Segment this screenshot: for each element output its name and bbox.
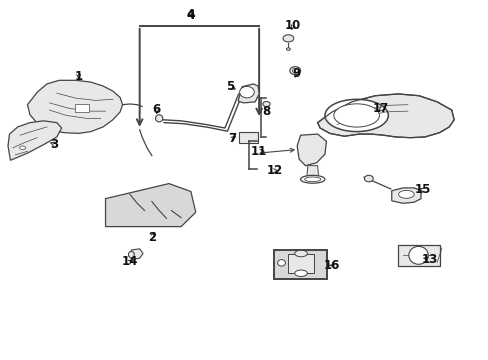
- Text: 6: 6: [152, 103, 161, 116]
- Ellipse shape: [398, 190, 413, 198]
- Ellipse shape: [333, 104, 379, 127]
- Polygon shape: [306, 166, 318, 176]
- Text: 4: 4: [186, 9, 195, 22]
- Polygon shape: [288, 253, 313, 273]
- Text: 12: 12: [266, 164, 283, 177]
- Text: 8: 8: [262, 105, 270, 118]
- Text: 13: 13: [421, 253, 437, 266]
- Ellipse shape: [408, 246, 427, 264]
- Ellipse shape: [294, 270, 307, 276]
- Polygon shape: [131, 249, 143, 260]
- Polygon shape: [8, 121, 61, 160]
- Bar: [397, 244, 439, 266]
- Text: 11: 11: [250, 145, 267, 158]
- Polygon shape: [317, 94, 453, 138]
- Text: 16: 16: [324, 259, 340, 272]
- Text: 7: 7: [228, 132, 236, 145]
- Ellipse shape: [364, 175, 372, 182]
- Text: 17: 17: [372, 103, 388, 116]
- Ellipse shape: [20, 146, 25, 149]
- Polygon shape: [391, 188, 420, 203]
- Text: 15: 15: [413, 183, 430, 196]
- Text: 2: 2: [147, 231, 156, 244]
- Ellipse shape: [300, 175, 325, 183]
- Ellipse shape: [128, 251, 134, 258]
- Ellipse shape: [262, 102, 269, 107]
- Polygon shape: [297, 134, 326, 166]
- Ellipse shape: [239, 86, 254, 98]
- Ellipse shape: [304, 177, 320, 181]
- Ellipse shape: [292, 68, 298, 73]
- Ellipse shape: [294, 250, 307, 257]
- Text: 10: 10: [285, 19, 301, 32]
- Bar: [75, 104, 89, 112]
- Text: 4: 4: [186, 8, 195, 21]
- Text: 3: 3: [50, 138, 58, 150]
- Text: 9: 9: [292, 67, 300, 80]
- Text: 1: 1: [75, 69, 82, 82]
- Polygon shape: [105, 184, 195, 226]
- Ellipse shape: [325, 99, 387, 132]
- Ellipse shape: [289, 67, 300, 75]
- Bar: [273, 250, 327, 279]
- Polygon shape: [238, 84, 259, 103]
- Ellipse shape: [286, 48, 290, 50]
- Text: 14: 14: [122, 255, 138, 268]
- Ellipse shape: [283, 35, 293, 42]
- Ellipse shape: [155, 115, 163, 122]
- Polygon shape: [27, 80, 122, 134]
- Text: 5: 5: [225, 80, 234, 93]
- Bar: [238, 132, 258, 143]
- Ellipse shape: [277, 260, 285, 266]
